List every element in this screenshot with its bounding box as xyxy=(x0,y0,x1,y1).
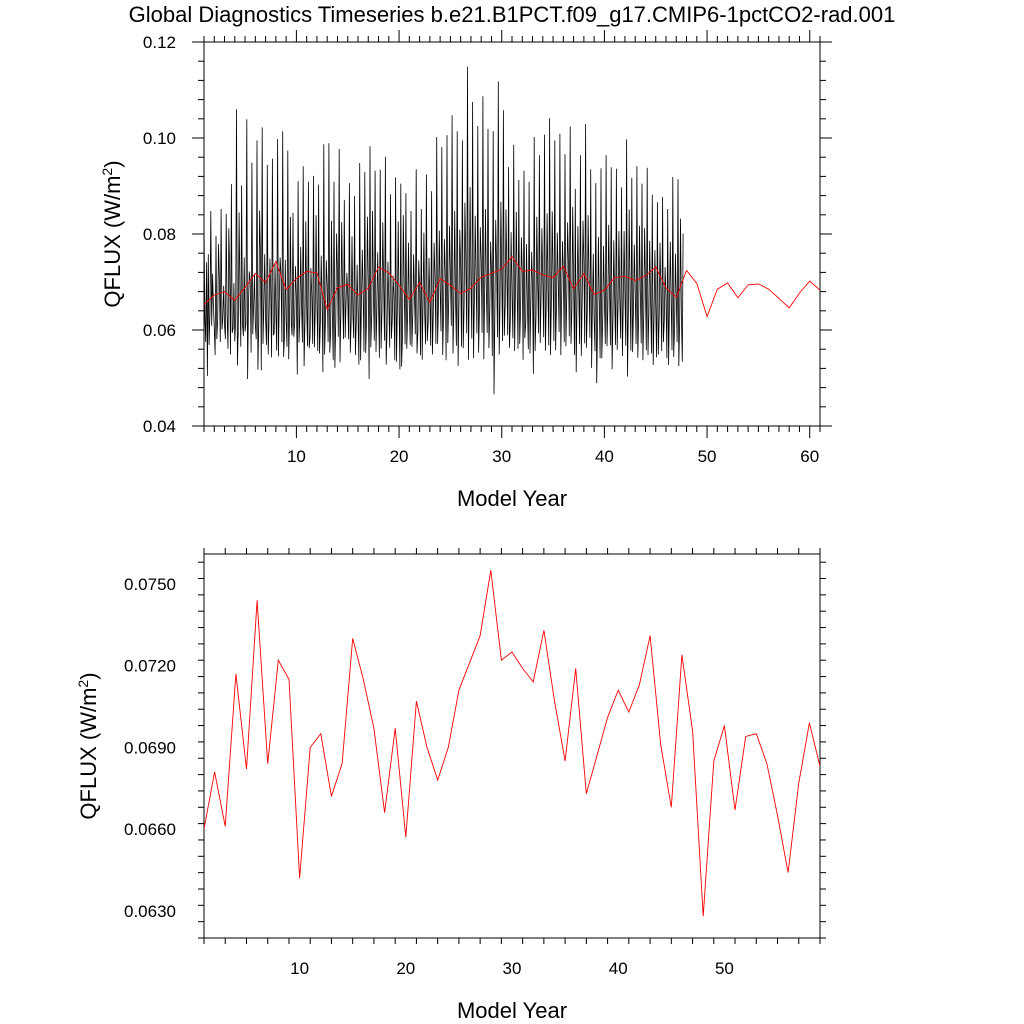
y-tick-label: 0.0630 xyxy=(124,902,176,921)
x-tick-label: 10 xyxy=(290,959,309,978)
y-tick-label: 0.0720 xyxy=(124,657,176,676)
x-tick-label: 20 xyxy=(396,959,415,978)
x-tick-label: 20 xyxy=(390,447,409,466)
y-tick-label: 0.12 xyxy=(143,33,176,52)
x-tick-label: 40 xyxy=(595,447,614,466)
monthly-series-line xyxy=(204,66,684,395)
x-tick-label: 30 xyxy=(503,959,522,978)
x-tick-label: 10 xyxy=(287,447,306,466)
x-tick-label: 60 xyxy=(800,447,819,466)
annual-mean-series-line xyxy=(204,570,820,917)
bottom-panel: 10 20 30 40 50 0.0630 0.0660 0.0690 0.0720 0.0750… xyxy=(75,548,826,1023)
plot-frame xyxy=(203,41,821,427)
x-tick-label: 30 xyxy=(492,447,511,466)
y-tick-label: 0.08 xyxy=(143,225,176,244)
x-tick-label: 50 xyxy=(715,959,734,978)
x-tick-label: 40 xyxy=(609,959,628,978)
y-tick-label: 0.0690 xyxy=(124,738,176,757)
top-panel: 10 20 30 40 50 60 0.04 0.06 0.08 0.10 0.12 Model Ye… xyxy=(99,30,832,511)
y-tick-label: 0.0750 xyxy=(124,575,176,594)
figure-title: Global Diagnostics Timeseries b.e21.B1PC… xyxy=(128,2,896,27)
x-tick-label: 50 xyxy=(698,447,717,466)
plot-frame xyxy=(203,553,821,939)
y-tick-label: 0.06 xyxy=(143,321,176,340)
y-tick-label: 0.10 xyxy=(143,129,176,148)
y-axis-title: QFLUX (W/m2) xyxy=(99,160,125,307)
y-axis-title: QFLUX (W/m2) xyxy=(75,672,101,819)
x-axis-title: Model Year xyxy=(457,998,567,1023)
annual-mean-series-line xyxy=(204,255,820,318)
y-tick-label: 0.0660 xyxy=(124,820,176,839)
y-tick-label: 0.04 xyxy=(143,417,176,436)
x-axis-title: Model Year xyxy=(457,486,567,511)
